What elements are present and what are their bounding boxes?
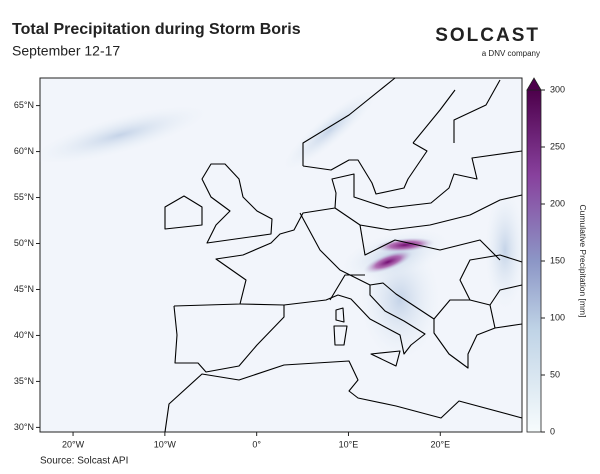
- colorbar-tick-label: 300: [550, 84, 565, 94]
- colorbar-tick-label: 150: [550, 255, 565, 265]
- colorbar: [526, 77, 542, 433]
- y-tick-label: 50°N: [14, 238, 34, 248]
- colorbar-tick-label: 50: [550, 369, 560, 379]
- y-tick-label: 55°N: [14, 192, 34, 202]
- colorbar-label: Cumulative Precipitation [mm]: [578, 205, 588, 318]
- y-tick-label: 35°N: [14, 376, 34, 386]
- rain-core: [375, 237, 435, 253]
- y-tick-label: 45°N: [14, 284, 34, 294]
- y-tick-label: 65°N: [14, 100, 34, 110]
- subtitle: September 12-17: [12, 43, 120, 59]
- y-tick-label: 30°N: [14, 422, 34, 432]
- logo-tagline: a DNV company: [482, 49, 540, 58]
- rain-band: [283, 89, 377, 171]
- x-tick-label: 20°W: [62, 439, 85, 449]
- y-tick-label: 60°N: [14, 146, 34, 156]
- colorbar-tick-label: 200: [550, 198, 565, 208]
- colorbar-scale: [526, 89, 542, 433]
- rain-band: [32, 105, 208, 165]
- x-tick-label: 10°E: [339, 439, 359, 449]
- colorbar-tick-label: 0: [550, 426, 555, 436]
- rain-band: [485, 190, 525, 310]
- x-tick-label: 10°W: [154, 439, 177, 449]
- x-tick-label: 0°: [252, 439, 261, 449]
- logo: SOLCAST: [435, 25, 540, 46]
- colorbar-tick-label: 250: [550, 141, 565, 151]
- map: [32, 77, 525, 433]
- colorbar-tick-label: 100: [550, 312, 565, 322]
- coastlines: [164, 77, 523, 433]
- x-tick-label: 20°E: [430, 439, 450, 449]
- title: Total Precipitation during Storm Boris: [12, 21, 301, 38]
- rain-core: [363, 250, 413, 274]
- colorbar-extend: [526, 77, 542, 91]
- y-tick-label: 40°N: [14, 330, 34, 340]
- source: Source: Solcast API: [40, 456, 128, 467]
